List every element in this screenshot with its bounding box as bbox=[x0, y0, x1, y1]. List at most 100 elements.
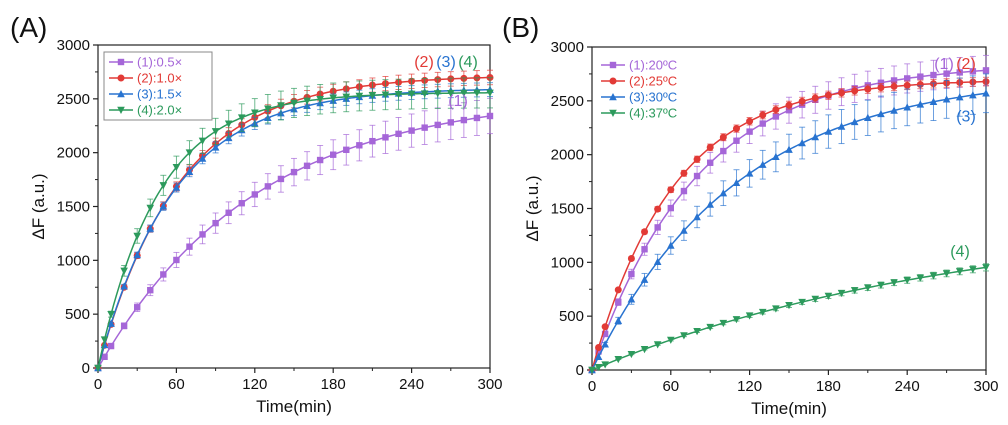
data-point bbox=[785, 101, 793, 109]
data-point bbox=[772, 113, 780, 120]
data-point bbox=[654, 205, 662, 213]
data-point bbox=[864, 284, 872, 292]
data-point bbox=[198, 137, 207, 145]
series-line bbox=[97, 115, 491, 369]
data-point bbox=[433, 90, 442, 98]
data-point bbox=[473, 89, 481, 97]
data-point bbox=[198, 154, 207, 162]
data-point bbox=[185, 149, 194, 157]
legend-marker bbox=[117, 74, 125, 82]
data-point bbox=[627, 254, 635, 262]
series-line bbox=[591, 266, 987, 371]
series-annotation: (4) bbox=[950, 243, 970, 260]
series-annotation: (2) bbox=[956, 56, 976, 73]
series-line bbox=[97, 92, 491, 369]
data-point bbox=[903, 276, 911, 285]
data-point bbox=[264, 183, 272, 190]
data-point bbox=[641, 228, 649, 236]
legend-label: (4):2.0× bbox=[137, 103, 182, 118]
y-tick-label: 500 bbox=[559, 308, 584, 325]
x-tick-label: 60 bbox=[168, 376, 185, 393]
legend-label: (3):30ºC bbox=[629, 90, 677, 105]
data-point bbox=[251, 191, 258, 198]
series-2 bbox=[588, 76, 990, 374]
y-tick-label: 3000 bbox=[551, 39, 584, 56]
data-point bbox=[904, 75, 911, 82]
data-point bbox=[732, 316, 741, 324]
data-point bbox=[929, 272, 938, 280]
data-point bbox=[264, 105, 272, 113]
data-point bbox=[627, 295, 636, 303]
data-point bbox=[772, 152, 780, 161]
data-point bbox=[355, 92, 364, 100]
data-point bbox=[460, 116, 468, 124]
x-tick-label: 120 bbox=[242, 376, 267, 393]
data-point bbox=[601, 361, 609, 369]
data-point bbox=[916, 100, 925, 108]
data-point bbox=[759, 111, 767, 119]
data-point bbox=[956, 69, 963, 76]
data-point bbox=[719, 319, 728, 328]
series-annotation: (1) bbox=[934, 56, 954, 73]
data-point bbox=[486, 89, 494, 97]
data-point bbox=[186, 243, 193, 250]
data-point bbox=[160, 271, 167, 278]
series-annotation: (3) bbox=[436, 54, 456, 71]
data-point bbox=[211, 143, 220, 151]
x-tick-label: 240 bbox=[895, 378, 920, 395]
data-point bbox=[798, 97, 806, 105]
data-point bbox=[133, 232, 141, 240]
data-point bbox=[146, 224, 155, 232]
series-line bbox=[97, 88, 491, 369]
data-point bbox=[628, 270, 635, 278]
panel-label: (A) bbox=[10, 12, 47, 43]
data-point bbox=[785, 107, 793, 114]
y-tick-label: 2000 bbox=[57, 145, 90, 162]
data-point bbox=[824, 91, 832, 99]
x-axis-title: Time(min) bbox=[256, 397, 332, 416]
data-point bbox=[303, 162, 311, 170]
data-point bbox=[120, 267, 128, 275]
panel-a: (A)0 60 120 180 240 3000500100015002000250030… bbox=[10, 12, 503, 416]
data-point bbox=[732, 178, 741, 187]
legend-label: (3):1.5× bbox=[137, 87, 182, 102]
data-point bbox=[290, 168, 298, 176]
data-point bbox=[719, 133, 727, 141]
data-point bbox=[667, 241, 675, 249]
data-point bbox=[595, 343, 603, 351]
y-tick-label: 2000 bbox=[551, 147, 584, 164]
data-point bbox=[237, 114, 246, 122]
data-point bbox=[595, 348, 602, 355]
data-point bbox=[641, 246, 648, 253]
data-point bbox=[159, 182, 168, 190]
data-point bbox=[680, 226, 688, 234]
data-point bbox=[147, 286, 154, 294]
data-point bbox=[407, 90, 416, 98]
series-4 bbox=[94, 77, 494, 372]
data-point bbox=[798, 139, 806, 147]
data-point bbox=[680, 332, 688, 340]
data-point bbox=[772, 305, 780, 313]
data-point bbox=[916, 274, 925, 282]
x-tick-label: 0 bbox=[94, 376, 102, 393]
legend-label: (4):37ºC bbox=[629, 106, 677, 121]
data-point bbox=[100, 336, 109, 344]
y-tick-label: 3000 bbox=[57, 37, 90, 54]
data-point bbox=[329, 94, 337, 102]
data-point bbox=[811, 133, 820, 141]
data-point bbox=[693, 172, 701, 180]
data-point bbox=[798, 298, 806, 307]
y-tick-label: 0 bbox=[576, 362, 584, 379]
data-point bbox=[890, 106, 898, 114]
legend-marker bbox=[609, 61, 617, 69]
data-point bbox=[225, 209, 232, 216]
data-point bbox=[745, 169, 754, 177]
data-point bbox=[758, 160, 767, 168]
data-point bbox=[838, 89, 846, 97]
legend-label: (1):0.5× bbox=[137, 55, 182, 70]
data-point bbox=[460, 89, 468, 97]
data-point bbox=[837, 289, 846, 298]
data-point bbox=[706, 200, 714, 208]
data-point bbox=[982, 264, 990, 272]
data-point bbox=[473, 114, 481, 122]
